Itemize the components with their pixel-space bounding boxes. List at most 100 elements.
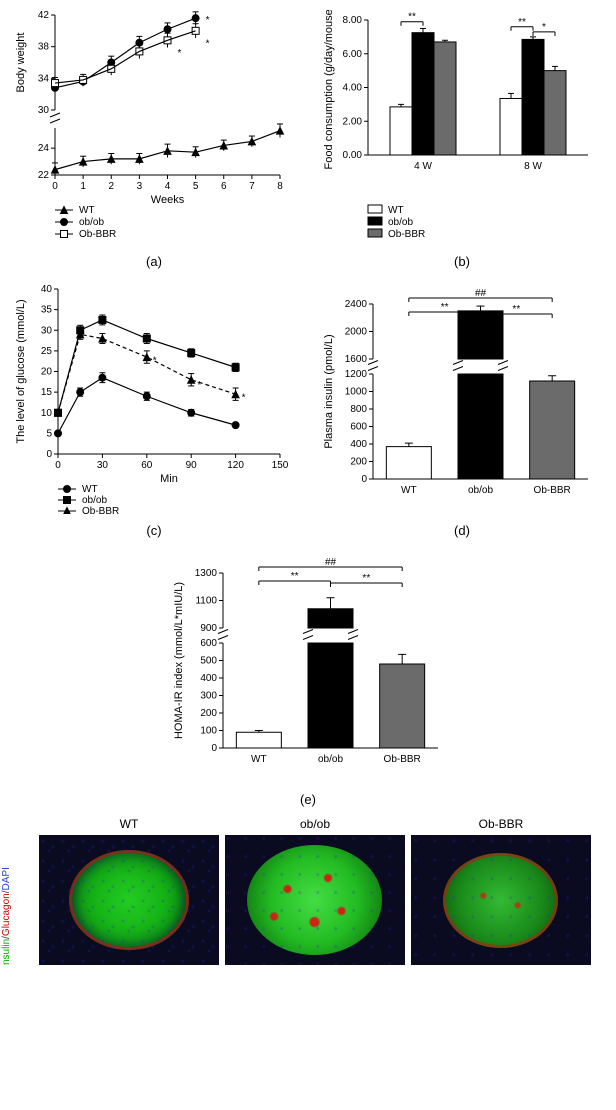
svg-text:30: 30 bbox=[41, 325, 53, 336]
svg-text:Ob-BBR: Ob-BBR bbox=[79, 229, 116, 240]
svg-text:25: 25 bbox=[41, 346, 53, 357]
svg-text:1300: 1300 bbox=[195, 568, 218, 579]
svg-text:7: 7 bbox=[249, 181, 255, 192]
svg-text:90: 90 bbox=[186, 460, 198, 471]
svg-text:Plasma insulin (pmol/L): Plasma insulin (pmol/L) bbox=[323, 334, 335, 448]
svg-text:8 W: 8 W bbox=[524, 161, 542, 172]
svg-text:WT: WT bbox=[82, 484, 98, 495]
panel-c-chart: 03060901201500510152025303540MinThe leve… bbox=[10, 279, 290, 514]
svg-text:Body weight: Body weight bbox=[15, 33, 27, 93]
svg-text:ob/ob: ob/ob bbox=[388, 217, 413, 228]
panel-b-chart: 0.002.004.006.008.00Food consumption (g/… bbox=[318, 10, 598, 245]
svg-text:##: ## bbox=[325, 557, 337, 568]
svg-text:*: * bbox=[206, 15, 210, 26]
svg-text:400: 400 bbox=[350, 439, 367, 450]
svg-text:6: 6 bbox=[221, 181, 227, 192]
svg-text:20: 20 bbox=[41, 367, 53, 378]
svg-text:30: 30 bbox=[38, 105, 50, 116]
panel-a-chart: 303438422224012345678WeeksBody weight***… bbox=[10, 10, 290, 245]
svg-text:600: 600 bbox=[200, 638, 217, 649]
svg-text:0: 0 bbox=[52, 181, 58, 192]
svg-text:300: 300 bbox=[200, 691, 217, 702]
svg-text:60: 60 bbox=[141, 460, 153, 471]
svg-text:4.00: 4.00 bbox=[343, 83, 363, 94]
micrograph-obbbr: Ob-BBR bbox=[411, 817, 591, 965]
svg-text:15: 15 bbox=[41, 387, 53, 398]
svg-text:150: 150 bbox=[272, 460, 289, 471]
svg-text:3: 3 bbox=[137, 181, 143, 192]
svg-text:*: * bbox=[178, 48, 182, 59]
svg-text:2: 2 bbox=[108, 181, 114, 192]
svg-text:Ob-BBR: Ob-BBR bbox=[388, 229, 425, 240]
panel-a-label: (a) bbox=[10, 254, 298, 269]
svg-text:200: 200 bbox=[200, 708, 217, 719]
svg-text:Ob-BBR: Ob-BBR bbox=[534, 485, 571, 496]
svg-text:ob/ob: ob/ob bbox=[318, 754, 343, 765]
svg-text:5: 5 bbox=[193, 181, 199, 192]
svg-text:*: * bbox=[542, 22, 546, 33]
svg-text:42: 42 bbox=[38, 10, 50, 21]
panel-b-label: (b) bbox=[318, 254, 606, 269]
panel-d: 020040060080010001200160020002400Plasma … bbox=[318, 279, 606, 538]
svg-text:2.00: 2.00 bbox=[343, 116, 363, 127]
svg-text:1: 1 bbox=[80, 181, 86, 192]
svg-text:*: * bbox=[153, 355, 157, 366]
svg-text:10: 10 bbox=[41, 408, 53, 419]
svg-text:0: 0 bbox=[46, 449, 52, 460]
svg-text:500: 500 bbox=[200, 656, 217, 667]
svg-text:**: ** bbox=[362, 573, 370, 584]
svg-text:Ob-BBR: Ob-BBR bbox=[82, 506, 119, 514]
panel-a: 303438422224012345678WeeksBody weight***… bbox=[10, 10, 298, 269]
panel-d-chart: 020040060080010001200160020002400Plasma … bbox=[318, 279, 598, 514]
svg-text:0.00: 0.00 bbox=[343, 150, 363, 161]
svg-text:200: 200 bbox=[350, 457, 367, 468]
svg-text:800: 800 bbox=[350, 404, 367, 415]
panel-b: 0.002.004.006.008.00Food consumption (g/… bbox=[318, 10, 606, 269]
svg-text:30: 30 bbox=[97, 460, 109, 471]
panel-c-label: (c) bbox=[10, 523, 298, 538]
svg-text:40: 40 bbox=[41, 284, 53, 295]
svg-text:WT: WT bbox=[79, 205, 95, 216]
micro-title-wt: WT bbox=[39, 817, 219, 831]
svg-text:1600: 1600 bbox=[345, 354, 368, 365]
svg-text:ob/ob: ob/ob bbox=[468, 485, 493, 496]
svg-text:1000: 1000 bbox=[345, 387, 368, 398]
micrograph-wt: WT bbox=[39, 817, 219, 965]
svg-text:*: * bbox=[197, 380, 201, 391]
svg-text:0: 0 bbox=[211, 743, 217, 754]
panel-e: 0 100 200 300 400 500 600 900 1100 1300 HOMA-IR in… bbox=[168, 548, 448, 807]
svg-text:**: ** bbox=[441, 302, 449, 313]
svg-text:Food consumption (g/day/mouse): Food consumption (g/day/mouse) bbox=[323, 10, 335, 169]
micrograph-obob: ob/ob bbox=[225, 817, 405, 965]
svg-text:**: ** bbox=[518, 17, 526, 28]
svg-text:**: ** bbox=[291, 571, 299, 582]
svg-text:5: 5 bbox=[46, 428, 52, 439]
svg-text:WT: WT bbox=[388, 205, 404, 216]
svg-text:**: ** bbox=[512, 304, 520, 315]
svg-text:900: 900 bbox=[200, 623, 217, 634]
svg-text:WT: WT bbox=[251, 754, 267, 765]
svg-text:*: * bbox=[242, 392, 246, 403]
svg-text:0: 0 bbox=[55, 460, 61, 471]
svg-text:24: 24 bbox=[38, 143, 50, 154]
svg-text:0: 0 bbox=[361, 474, 367, 485]
svg-text:ob/ob: ob/ob bbox=[79, 217, 104, 228]
panel-c: 03060901201500510152025303540MinThe leve… bbox=[10, 279, 298, 538]
micro-title-obob: ob/ob bbox=[225, 817, 405, 831]
svg-text:2400: 2400 bbox=[345, 299, 368, 310]
svg-text:38: 38 bbox=[38, 42, 50, 53]
svg-text:4 W: 4 W bbox=[414, 161, 432, 172]
svg-text:4: 4 bbox=[165, 181, 171, 192]
panel-e-label: (e) bbox=[168, 792, 448, 807]
svg-text:100: 100 bbox=[200, 726, 217, 737]
svg-text:1100: 1100 bbox=[195, 596, 217, 607]
svg-text:Weeks: Weeks bbox=[151, 194, 185, 206]
svg-text:##: ## bbox=[475, 288, 487, 299]
svg-text:HOMA-IR index (mmol/L*mIU/L): HOMA-IR index (mmol/L*mIU/L) bbox=[173, 582, 185, 739]
svg-text:1200: 1200 bbox=[345, 369, 368, 380]
svg-text:400: 400 bbox=[200, 673, 217, 684]
svg-text:ob/ob: ob/ob bbox=[82, 495, 107, 506]
svg-text:Ob-BBR: Ob-BBR bbox=[384, 754, 421, 765]
svg-text:8.00: 8.00 bbox=[343, 15, 363, 26]
stain-label: nsulin/Glucagon/DAPI bbox=[1, 867, 12, 965]
